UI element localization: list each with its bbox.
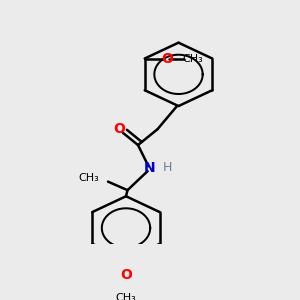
Text: O: O [120, 268, 132, 282]
Text: O: O [113, 122, 125, 136]
Text: CH₃: CH₃ [182, 53, 203, 64]
Text: H: H [163, 161, 172, 174]
Text: O: O [161, 52, 173, 65]
Text: CH₃: CH₃ [116, 292, 136, 300]
Text: N: N [144, 161, 156, 175]
Text: CH₃: CH₃ [79, 173, 100, 183]
